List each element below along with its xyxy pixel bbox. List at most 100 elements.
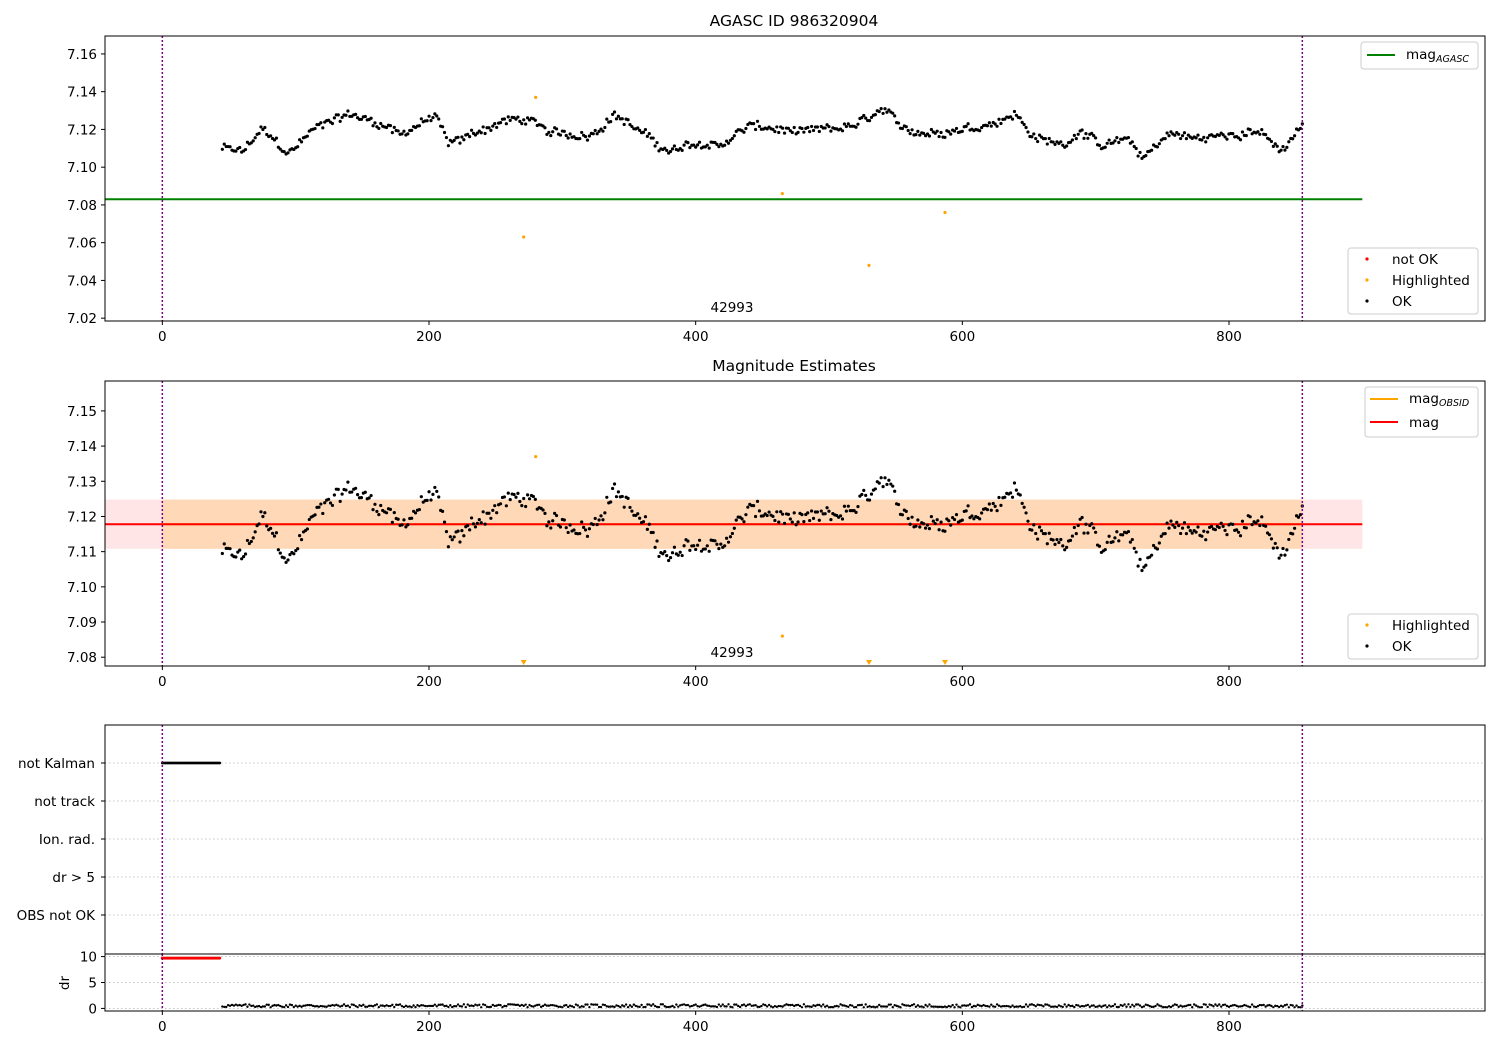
p1-ok-point	[1281, 144, 1285, 149]
p2-ok-point	[466, 523, 470, 528]
p4-dr-point	[319, 1004, 323, 1008]
p4-dr-point	[829, 1005, 833, 1009]
p2-ok-point	[417, 507, 421, 512]
p4-dr-point	[1082, 1005, 1086, 1008]
p2-ok-point	[257, 522, 261, 526]
p4-dr-point	[951, 1003, 954, 1007]
p1-ok-point	[587, 134, 592, 138]
p4-dr-point	[611, 1005, 614, 1008]
p2-ok-point	[495, 511, 499, 515]
p4-dr-point	[980, 1004, 983, 1008]
p4-dr-point	[1162, 1006, 1165, 1009]
p2-ok-point	[672, 545, 677, 549]
p4-dr-point	[800, 1006, 804, 1009]
p1-ok-point	[338, 119, 342, 123]
p1-ok-point	[643, 127, 648, 132]
p4-dr-point	[605, 1005, 609, 1008]
p4-axes: 0 200 400 600 800 0 5 10	[80, 950, 1485, 1035]
p4-dr-point	[700, 1004, 703, 1007]
p1-ok-point	[429, 119, 433, 123]
p1-ok-point	[493, 122, 497, 126]
p4-dr-point	[1221, 1003, 1225, 1007]
p2-ok-point	[792, 511, 796, 515]
p1-ok-point	[686, 141, 690, 145]
p2-ok-point	[717, 547, 721, 551]
p4-dr-point	[750, 1004, 753, 1008]
p2-ok-point	[1144, 563, 1148, 567]
p4-dr-point	[794, 1003, 798, 1007]
p2-ok-point	[966, 504, 970, 508]
p1-xtick-label: 200	[416, 329, 442, 345]
p2-ok-point	[1061, 544, 1065, 548]
p1-ok-point	[419, 117, 423, 121]
p2-ok-point	[435, 489, 439, 493]
p1-ok-point	[313, 126, 317, 131]
p4-dr-point	[302, 1004, 305, 1007]
p1-ok-point	[752, 122, 756, 126]
p2-ok-point	[377, 513, 381, 517]
p4-dr-point	[290, 1003, 294, 1007]
p1-ok-point	[910, 128, 914, 132]
p2-ok-point	[954, 513, 959, 517]
p4-dr-point	[928, 1003, 931, 1006]
p2-ok-point	[292, 552, 296, 556]
p2-ok-point	[1148, 555, 1152, 559]
p1-ok-point	[1022, 122, 1026, 127]
p4-dr-point	[1038, 1003, 1041, 1007]
p4-dr-point	[1208, 1003, 1211, 1006]
p4-dr-point	[665, 1005, 668, 1009]
p4-dr-point	[344, 1004, 348, 1008]
p1-ok-point	[305, 134, 309, 138]
p4-dr-point	[1293, 1006, 1296, 1009]
p2-ok-point	[1298, 513, 1303, 517]
p2-ok-point	[699, 549, 704, 553]
p1-ok-point	[817, 129, 821, 134]
p4-dr-point	[514, 1003, 518, 1007]
p4-dr-point	[1136, 1003, 1140, 1006]
p1-ok-point	[460, 135, 464, 139]
p1-ok-point	[222, 142, 226, 146]
p2-ok-point	[1169, 519, 1173, 523]
p1-ok-point	[1264, 133, 1268, 137]
p4-dr-point	[1028, 1003, 1032, 1006]
p2-ok-point	[782, 521, 787, 525]
p2-ok-point	[236, 550, 240, 554]
p4-dr-point	[1063, 1003, 1066, 1006]
p1-ok-point	[806, 125, 810, 130]
p4-plot-area	[160, 954, 1304, 1011]
p2-ok-point	[1138, 557, 1142, 561]
p1-ok-point	[688, 145, 692, 150]
p1-highlighted-point	[534, 95, 538, 99]
p4-dr-point	[1075, 1003, 1078, 1007]
p4-dr-point	[615, 1004, 618, 1007]
p1-ok-point	[715, 142, 719, 146]
p2-ok-point	[340, 492, 344, 496]
p2-ytick-label: 7.13	[67, 474, 97, 490]
p1-ok-point	[723, 143, 727, 147]
p1-ok-point	[1173, 133, 1177, 137]
p4-dr-point	[1212, 1005, 1215, 1008]
p2-ok-point	[1126, 529, 1131, 534]
p1-ok-point	[867, 119, 872, 123]
p4-dr-point	[856, 1004, 860, 1007]
p1-plot-area	[105, 36, 1363, 321]
p2-ok-point	[1281, 546, 1285, 551]
p2-ok-point	[263, 511, 267, 515]
p2-ok-point	[937, 528, 941, 532]
p2-ok-point	[597, 518, 601, 522]
p1-ok-point	[514, 117, 518, 121]
p2-ok-point	[753, 514, 758, 519]
p1-ok-point	[498, 121, 503, 125]
p4-dr-point	[269, 1006, 272, 1009]
p2-ok-point	[925, 523, 930, 527]
p2-ok-point	[431, 492, 435, 496]
p1-ok-point	[259, 125, 263, 129]
p4-dr-point	[1148, 1004, 1151, 1008]
p4-dr-point	[282, 1005, 286, 1009]
p2-ok-point	[1273, 541, 1277, 546]
p1-ok-point	[645, 134, 649, 138]
p1-ok-point	[1103, 145, 1107, 149]
p4-dr-point	[385, 1004, 388, 1007]
p4-xtick-label: 400	[683, 1019, 709, 1035]
